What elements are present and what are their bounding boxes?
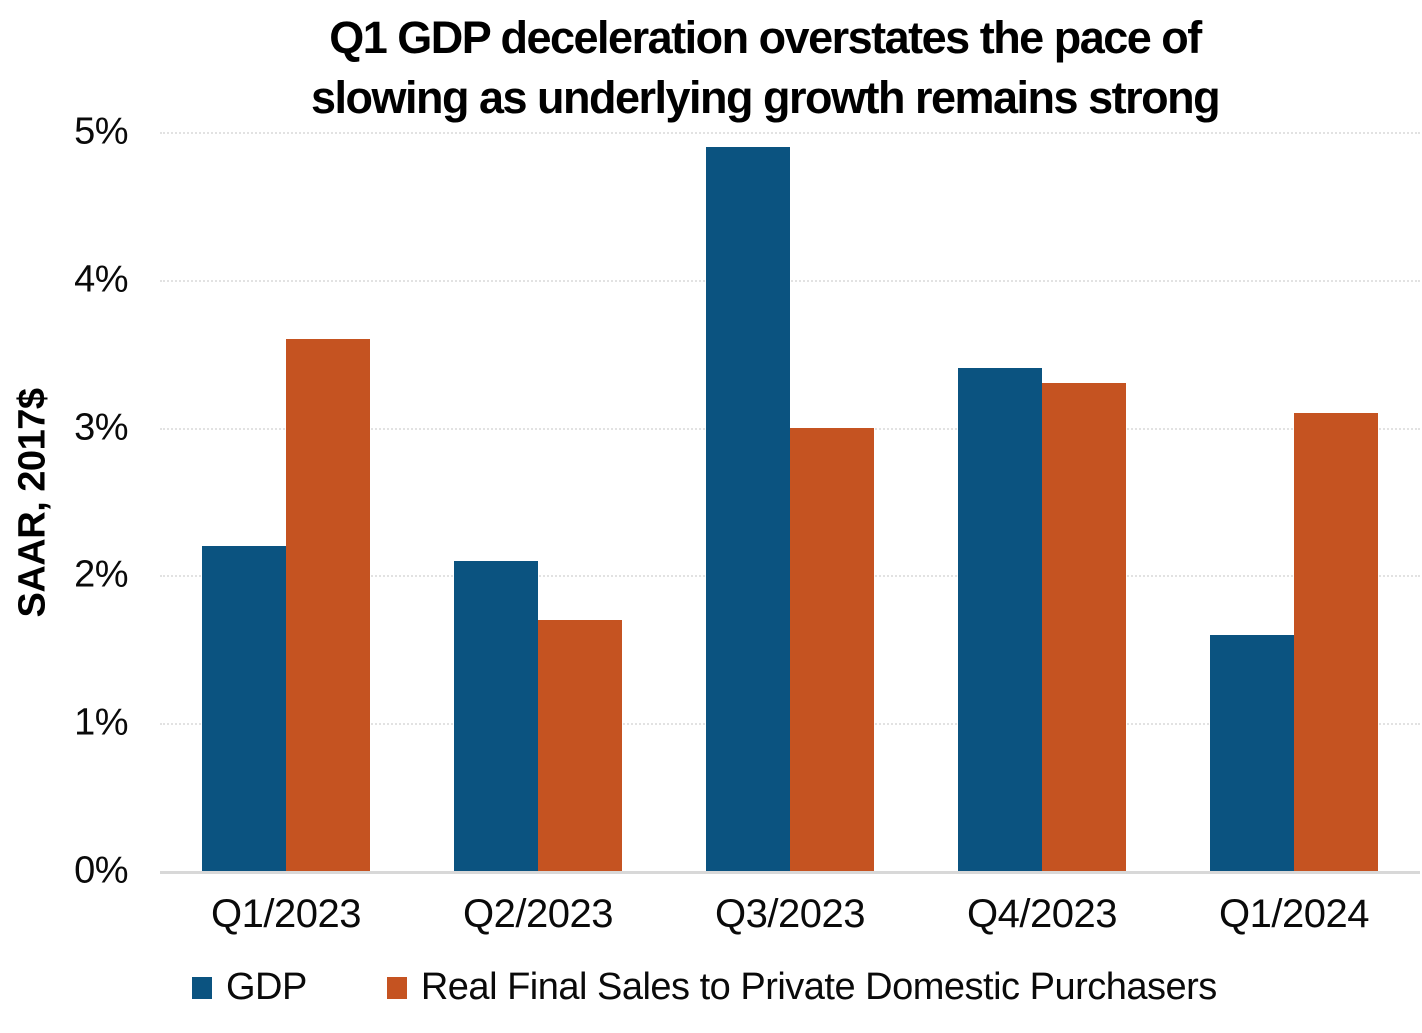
plot-area bbox=[160, 132, 1420, 874]
y-tick-label-5: 5% bbox=[74, 110, 128, 153]
legend-label-rfs: Real Final Sales to Private Domestic Pur… bbox=[420, 966, 1217, 1008]
x-axis-label-q4-2023: Q4/2023 bbox=[967, 892, 1117, 936]
chart-title-line-2: slowing as underlying growth remains str… bbox=[310, 72, 1221, 123]
x-axis-label-q1-2023: Q1/2023 bbox=[211, 892, 361, 936]
y-tick-label-0: 0% bbox=[74, 849, 128, 892]
bar-real-q3-2023 bbox=[790, 427, 874, 871]
legend-label-gdp: GDP bbox=[226, 966, 307, 1008]
x-axis-label-q1-2024: Q1/2024 bbox=[1219, 892, 1369, 936]
bar-real-q2-2023 bbox=[538, 619, 622, 871]
bar-real-q1-2024 bbox=[1294, 412, 1378, 871]
bar-real-q4-2023 bbox=[1042, 383, 1126, 871]
chart-title: Q1 GDP deceleration overstates the pace … bbox=[310, 8, 1221, 128]
legend: GDP Real Final Sales to Private Domestic… bbox=[192, 966, 1217, 1009]
bar-gdp-q1-2023 bbox=[202, 545, 286, 871]
legend-item-gdp: GDP bbox=[192, 966, 307, 1009]
y-tick-label-1: 1% bbox=[74, 701, 128, 744]
bar-gdp-q3-2023 bbox=[706, 146, 790, 871]
x-axis-label-q3-2023: Q3/2023 bbox=[715, 892, 865, 936]
legend-swatch-rfs bbox=[386, 976, 407, 999]
legend-swatch-gdp bbox=[192, 976, 212, 999]
gridline-4 bbox=[160, 279, 1420, 282]
y-tick-label-3: 3% bbox=[74, 406, 128, 449]
x-axis-baseline bbox=[160, 871, 1420, 874]
bar-gdp-q2-2023 bbox=[454, 560, 538, 871]
bar-gdp-q1-2024 bbox=[1210, 634, 1294, 871]
x-axis-label-q2-2023: Q2/2023 bbox=[463, 892, 613, 936]
gridline-5 bbox=[160, 132, 1420, 134]
y-tick-label-2: 2% bbox=[74, 553, 128, 596]
legend-item-rfs: Real Final Sales to Private Domestic Pur… bbox=[386, 966, 1217, 1009]
bar-gdp-q4-2023 bbox=[958, 368, 1042, 871]
y-tick-label-4: 4% bbox=[74, 258, 128, 301]
chart-title-line-1: Q1 GDP deceleration overstates the pace … bbox=[329, 12, 1202, 63]
bar-real-q1-2023 bbox=[286, 338, 370, 871]
